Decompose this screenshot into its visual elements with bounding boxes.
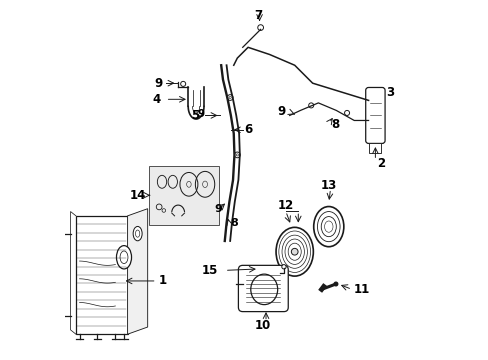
Ellipse shape [116,246,131,269]
Ellipse shape [250,274,277,305]
Text: 15: 15 [201,264,217,277]
Text: 5: 5 [191,109,199,122]
Bar [368,143,381,153]
Circle shape [333,282,337,286]
Text: 8: 8 [230,218,238,228]
Text: 8: 8 [330,118,339,131]
FancyBboxPatch shape [238,265,287,312]
Text: 6: 6 [244,123,252,136]
Text: 10: 10 [255,319,271,332]
Text: 7: 7 [254,9,262,22]
Text: 9: 9 [277,105,285,118]
Bar [76,216,127,334]
Polygon shape [127,209,147,334]
Ellipse shape [276,227,313,276]
Circle shape [308,103,313,108]
Text: 9: 9 [198,109,204,119]
FancyBboxPatch shape [365,87,384,143]
Circle shape [281,265,285,269]
Text: 2: 2 [376,157,385,170]
Text: 9: 9 [214,204,222,214]
Text: 12: 12 [277,199,293,212]
Ellipse shape [133,226,142,241]
Text: 3: 3 [385,86,393,99]
Text: 14: 14 [129,189,146,202]
Text: 9: 9 [155,77,163,90]
Circle shape [257,25,263,31]
Text: 11: 11 [353,283,369,296]
Text: 1: 1 [159,274,167,287]
Circle shape [291,248,298,255]
Circle shape [344,111,349,116]
Bar [149,166,219,225]
Text: 4: 4 [152,93,160,106]
Ellipse shape [313,207,343,247]
Text: 13: 13 [320,179,336,192]
